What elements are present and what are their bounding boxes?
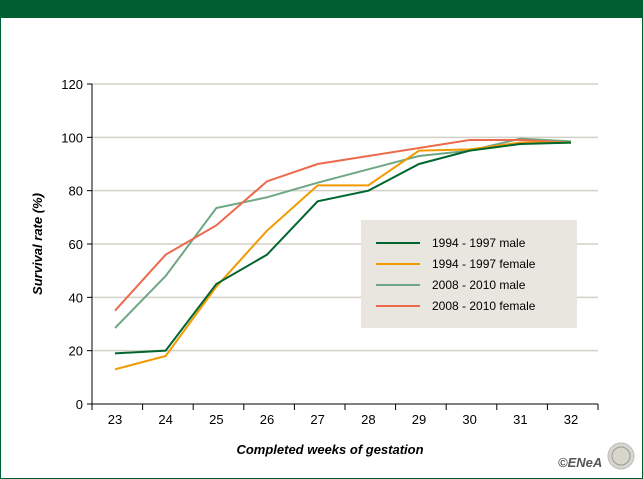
y-tick-label: 0: [76, 397, 83, 412]
y-tick-label: 60: [69, 237, 83, 252]
series-line-2: [114, 137, 572, 329]
top-bar: [0, 0, 643, 18]
legend: [361, 220, 577, 328]
x-tick-label: 28: [361, 412, 375, 427]
x-tick-label: 25: [209, 412, 223, 427]
series-line-1: [114, 141, 571, 371]
x-tick-label: 23: [108, 412, 122, 427]
enea-logo: [607, 442, 635, 470]
credit-text: ©ENeA: [558, 455, 602, 470]
x-tick-label: 30: [462, 412, 476, 427]
x-tick-label: 26: [260, 412, 274, 427]
series-line-0: [114, 141, 572, 355]
y-tick-label: 120: [61, 77, 83, 92]
y-tick-label: 80: [69, 184, 83, 199]
y-tick-label: 100: [61, 130, 83, 145]
x-tick-label: 24: [158, 412, 172, 427]
legend-label: 2008 - 2010 female: [432, 299, 536, 313]
legend-label: 2008 - 2010 male: [432, 278, 526, 292]
y-axis-label: Survival rate (%): [30, 193, 45, 295]
x-tick-label: 29: [412, 412, 426, 427]
x-tick-label: 32: [564, 412, 578, 427]
x-tick-label: 27: [310, 412, 324, 427]
y-tick-label: 40: [69, 290, 83, 305]
y-tick-label: 20: [69, 344, 83, 359]
series-line-3: [114, 139, 572, 312]
legend-label: 1994 - 1997 female: [432, 257, 536, 271]
x-axis-label: Completed weeks of gestation: [236, 442, 423, 457]
legend-label: 1994 - 1997 male: [432, 236, 526, 250]
x-tick-label: 31: [513, 412, 527, 427]
